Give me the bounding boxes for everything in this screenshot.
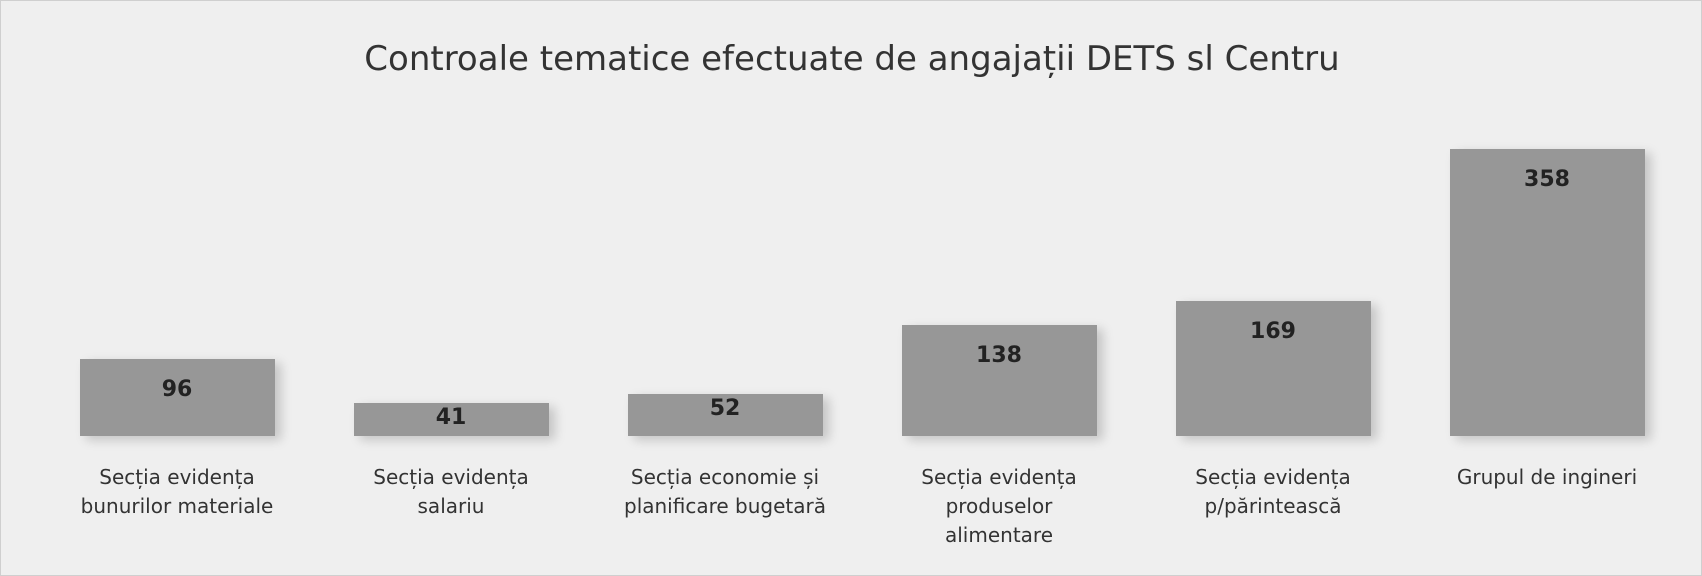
x-tick-label: Secția evidența produselor alimentare (921, 465, 1077, 547)
x-tick-label: Grupul de ingineri (1456, 465, 1638, 489)
data-label: 358 (1524, 167, 1570, 192)
bar (1175, 300, 1371, 436)
data-label: 96 (161, 377, 193, 403)
bar (627, 394, 823, 436)
x-tick-label: Secția evidența salariu (373, 465, 529, 518)
data-label: 41 (435, 405, 467, 431)
chart-title: Controale tematice efectuate de angajați… (364, 39, 1340, 79)
x-tick-label: Secția evidența bunurilor materiale (80, 465, 274, 518)
bar (901, 325, 1097, 436)
x-tick-label: Secția evidența p/părintească (1195, 465, 1351, 518)
bar (1449, 149, 1645, 436)
data-label: 169 (1250, 318, 1296, 344)
bar (353, 403, 549, 436)
x-tick-label: Secția economie și planificare bugetară (624, 465, 826, 518)
data-label: 138 (976, 343, 1022, 369)
bar (79, 359, 275, 436)
data-label: 52 (709, 396, 741, 422)
